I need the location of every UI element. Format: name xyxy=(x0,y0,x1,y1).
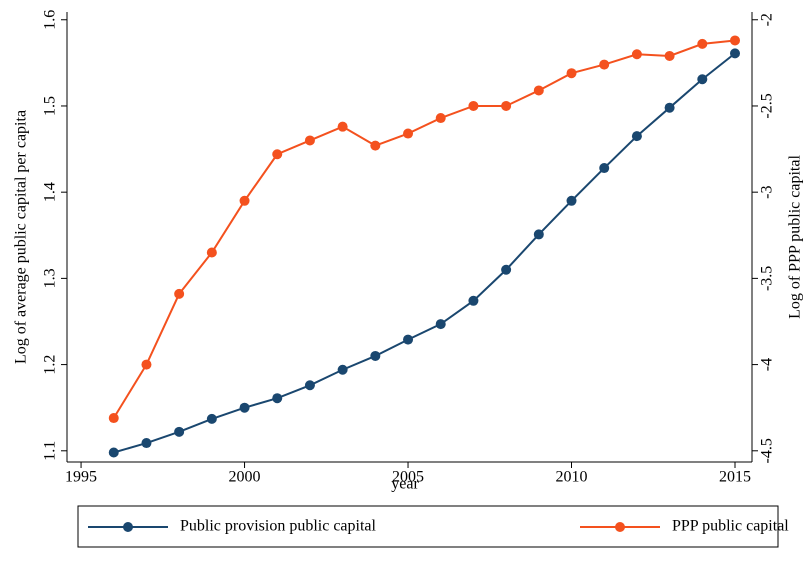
series-marker xyxy=(108,447,119,458)
y-tick-label: 1.3 xyxy=(42,268,59,288)
y-tick-label: 1.6 xyxy=(42,10,59,30)
series-marker xyxy=(501,264,512,275)
y2-tick-label: -3 xyxy=(759,186,776,199)
y-tick-label: 1.4 xyxy=(42,182,59,202)
series-marker xyxy=(533,229,544,240)
series-marker xyxy=(599,163,610,174)
y2-tick-label: -4 xyxy=(759,358,776,371)
series-marker xyxy=(664,50,675,61)
legend-marker xyxy=(123,522,133,532)
series-marker xyxy=(631,49,642,60)
x-tick-label: 2015 xyxy=(719,469,751,486)
series-marker xyxy=(108,413,119,424)
series-marker xyxy=(337,364,348,375)
series-marker xyxy=(239,402,250,413)
x-tick-label: 2000 xyxy=(229,469,261,486)
series-marker xyxy=(370,140,381,151)
legend-label: Public provision public capital xyxy=(180,518,377,535)
series-marker xyxy=(206,247,217,258)
y2-tick-label: -4.5 xyxy=(759,438,776,463)
series-marker xyxy=(174,288,185,299)
series-marker xyxy=(468,295,479,306)
series-marker xyxy=(501,100,512,111)
y2-tick-label: -2.5 xyxy=(759,93,776,118)
x-tick-label: 2005 xyxy=(392,469,424,486)
series-marker xyxy=(468,100,479,111)
series-marker xyxy=(141,359,152,370)
series-marker xyxy=(403,334,414,345)
series-marker xyxy=(566,68,577,79)
series-marker xyxy=(435,319,446,330)
y-tick-label: 1.1 xyxy=(42,441,59,461)
series-marker xyxy=(370,350,381,361)
series-marker xyxy=(304,380,315,391)
series-marker xyxy=(729,35,740,46)
series-marker xyxy=(599,59,610,70)
series-marker xyxy=(174,426,185,437)
series-marker xyxy=(697,74,708,85)
series-marker xyxy=(631,131,642,142)
series-marker xyxy=(272,393,283,404)
series-marker xyxy=(664,102,675,113)
series-marker xyxy=(337,121,348,132)
legend-marker xyxy=(615,522,625,532)
y-tick-label: 1.2 xyxy=(42,355,59,375)
legend-label: PPP public capital xyxy=(672,518,789,535)
series-marker xyxy=(435,113,446,124)
series-marker xyxy=(272,149,283,160)
y2-tick-label: -2 xyxy=(759,13,776,26)
x-tick-label: 1995 xyxy=(65,469,97,486)
y-axis-label: Log of average public capital per capita xyxy=(13,110,30,364)
series-marker xyxy=(403,128,414,139)
legend-box xyxy=(77,505,779,548)
series-marker xyxy=(533,85,544,96)
series-marker xyxy=(206,413,217,424)
y-tick-label: 1.5 xyxy=(42,96,59,116)
series-marker xyxy=(141,438,152,449)
series-line xyxy=(113,52,736,454)
series-marker xyxy=(697,38,708,49)
series-marker xyxy=(239,195,250,206)
series-line xyxy=(112,39,736,419)
y2-tick-label: -3.5 xyxy=(759,266,776,291)
y2-axis-label: Log of PPP public capital xyxy=(787,155,804,319)
series-marker xyxy=(566,195,577,206)
series-marker xyxy=(729,48,740,59)
series-marker xyxy=(304,135,315,146)
x-axis-label: year xyxy=(391,476,419,493)
x-tick-label: 2010 xyxy=(556,469,588,486)
